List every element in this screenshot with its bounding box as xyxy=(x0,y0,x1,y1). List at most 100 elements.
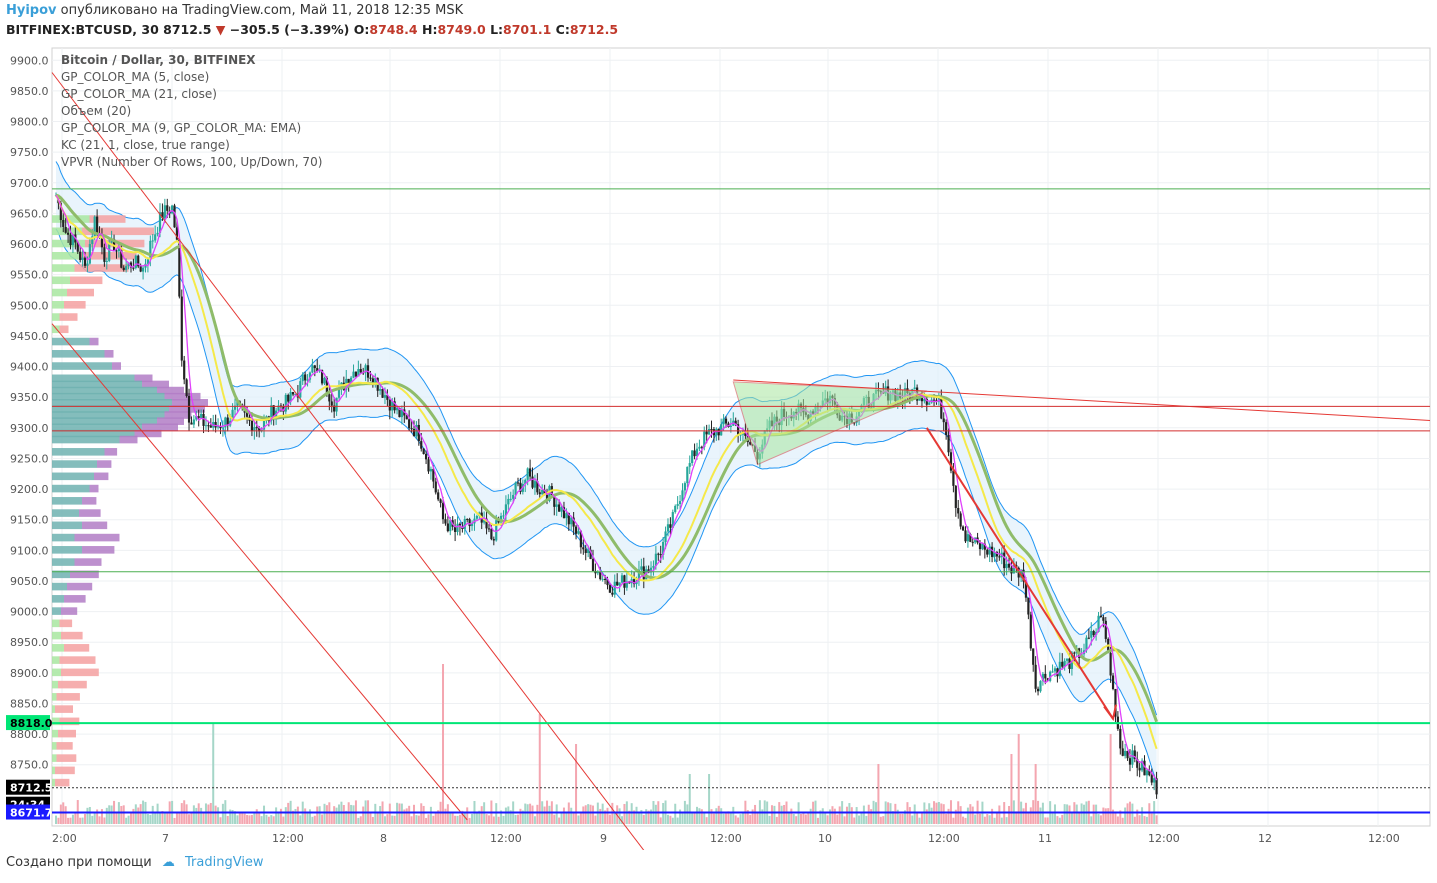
volume-bar xyxy=(708,774,711,824)
candle-body xyxy=(108,242,111,261)
candle-body xyxy=(988,546,991,555)
candle-body xyxy=(1090,631,1093,638)
volume-bar xyxy=(1029,807,1032,824)
candle-body xyxy=(1092,631,1095,636)
candle-body xyxy=(422,448,425,455)
ema9-line xyxy=(55,193,1158,723)
vpvr-up-bar xyxy=(52,417,157,425)
x-tick-label: 12:00 xyxy=(1148,832,1180,845)
volume-bar xyxy=(712,813,715,824)
volume-bar xyxy=(195,807,198,824)
candle-body xyxy=(1007,563,1011,568)
volume-bar xyxy=(362,806,365,824)
vpvr-up-bar xyxy=(52,521,82,530)
candle-body xyxy=(671,512,674,528)
volume-bar xyxy=(1061,814,1064,824)
volume-bar xyxy=(964,817,967,824)
candle-body xyxy=(245,412,249,417)
volume-bar xyxy=(180,803,183,824)
volume-bar xyxy=(650,809,653,824)
tradingview-logo-icon[interactable]: ☁ xyxy=(161,855,175,870)
candle-body xyxy=(299,381,302,398)
volume-bar xyxy=(916,811,919,824)
volume-bar xyxy=(267,816,270,824)
candle-body xyxy=(1153,778,1156,783)
volume-bar xyxy=(838,806,841,824)
volume-bar xyxy=(200,807,203,824)
vpvr-up-bar xyxy=(52,325,60,334)
candle-body xyxy=(497,520,500,523)
candle-body xyxy=(749,442,752,445)
volume-bar xyxy=(238,811,241,824)
candle-body xyxy=(572,517,575,527)
y-tick-label: 9600.0 xyxy=(10,238,49,251)
volume-bar xyxy=(751,809,754,824)
volume-bar xyxy=(1131,803,1134,824)
candle-body xyxy=(596,571,599,574)
volume-bar xyxy=(734,815,737,824)
volume-bar xyxy=(350,804,353,824)
vpvr-down-bar xyxy=(58,729,76,738)
trend-line xyxy=(733,379,1431,421)
price-chart[interactable]: 9900.0 9850.0 9800.0 9750.0 9700.0 9650.0 9600… xyxy=(0,40,1437,850)
volume-bar xyxy=(988,815,991,824)
volume-bar xyxy=(1058,817,1061,824)
y-tick-label: 9350.0 xyxy=(10,391,49,404)
y-tick-label: 9450.0 xyxy=(10,330,49,343)
candle-body xyxy=(913,387,916,390)
vpvr-up-bar xyxy=(52,754,57,762)
candle-body xyxy=(693,450,696,457)
candle-body xyxy=(333,405,336,412)
volume-bar xyxy=(608,814,611,824)
candle-body xyxy=(1024,581,1028,598)
volume-bar xyxy=(398,803,401,824)
candle-body xyxy=(1005,563,1008,569)
volume-bar xyxy=(96,809,99,824)
candle-body xyxy=(323,378,326,384)
vpvr-up-bar xyxy=(52,215,90,223)
candle-body xyxy=(1027,597,1030,615)
candle-body xyxy=(311,365,314,373)
volume-bar xyxy=(1124,807,1127,824)
volume-bar xyxy=(371,816,374,824)
vpvr-up-bar xyxy=(52,705,55,713)
volume-bar xyxy=(768,815,771,824)
candle-body xyxy=(437,492,440,500)
volume-bar xyxy=(487,815,490,824)
volume-bar xyxy=(277,812,280,824)
candle-body xyxy=(166,205,169,211)
volume-bar xyxy=(877,764,880,824)
candle-body xyxy=(1032,648,1035,665)
tradingview-link[interactable]: TradingView xyxy=(185,855,264,870)
volume-bar xyxy=(1078,813,1081,824)
candle-body xyxy=(618,582,621,586)
volume-bar xyxy=(383,816,386,824)
low-label: L: xyxy=(490,22,504,37)
vpvr-down-bar xyxy=(112,362,121,370)
volume-bar xyxy=(1133,816,1136,824)
y-tick-label: 8850.0 xyxy=(10,697,49,710)
vpvr-down-bar xyxy=(82,521,108,530)
tag-8818-bg xyxy=(6,715,50,731)
author-name[interactable]: Hyipov xyxy=(6,3,57,18)
candle-body xyxy=(504,504,508,516)
symbol-label: BITFINEX:BTCUSD, 30 xyxy=(6,22,159,37)
volume-bar xyxy=(275,807,278,824)
volume-bar xyxy=(231,810,234,824)
volume-bar xyxy=(630,803,633,824)
volume-bar xyxy=(1044,817,1047,824)
volume-bar xyxy=(688,774,691,824)
candle-body xyxy=(1114,688,1117,717)
volume-bar xyxy=(732,806,735,824)
y-tick-label: 8800.0 xyxy=(10,728,49,741)
volume-bar xyxy=(1107,808,1110,824)
x-tick-label: 8 xyxy=(380,832,387,845)
tag-8672-bg xyxy=(6,804,50,820)
footer-created: Создано при помощи xyxy=(6,855,152,870)
volume-bar xyxy=(466,807,469,824)
volume-bar xyxy=(966,807,969,824)
candle-body xyxy=(1111,675,1115,689)
volume-bar xyxy=(783,804,786,824)
candle-body xyxy=(533,481,537,488)
candle-body xyxy=(524,479,527,484)
